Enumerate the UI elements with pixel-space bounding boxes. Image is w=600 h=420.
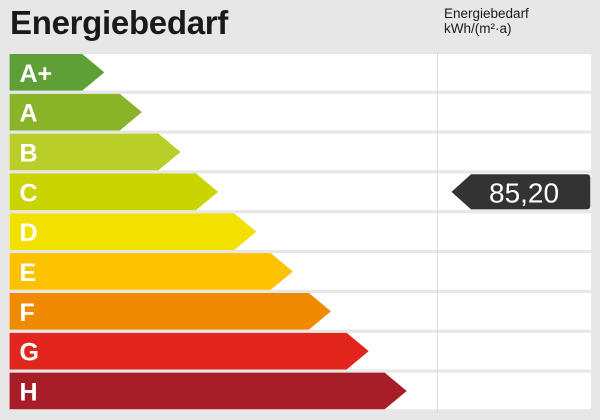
svg-text:E: E [20, 259, 37, 287]
svg-text:85,20: 85,20 [489, 177, 559, 208]
svg-text:C: C [20, 179, 38, 207]
svg-text:A+: A+ [20, 60, 53, 88]
svg-text:B: B [20, 139, 38, 167]
svg-text:F: F [20, 299, 35, 327]
svg-text:G: G [20, 339, 39, 367]
svg-text:D: D [20, 219, 38, 247]
svg-text:A: A [20, 100, 38, 128]
svg-text:H: H [20, 378, 38, 406]
